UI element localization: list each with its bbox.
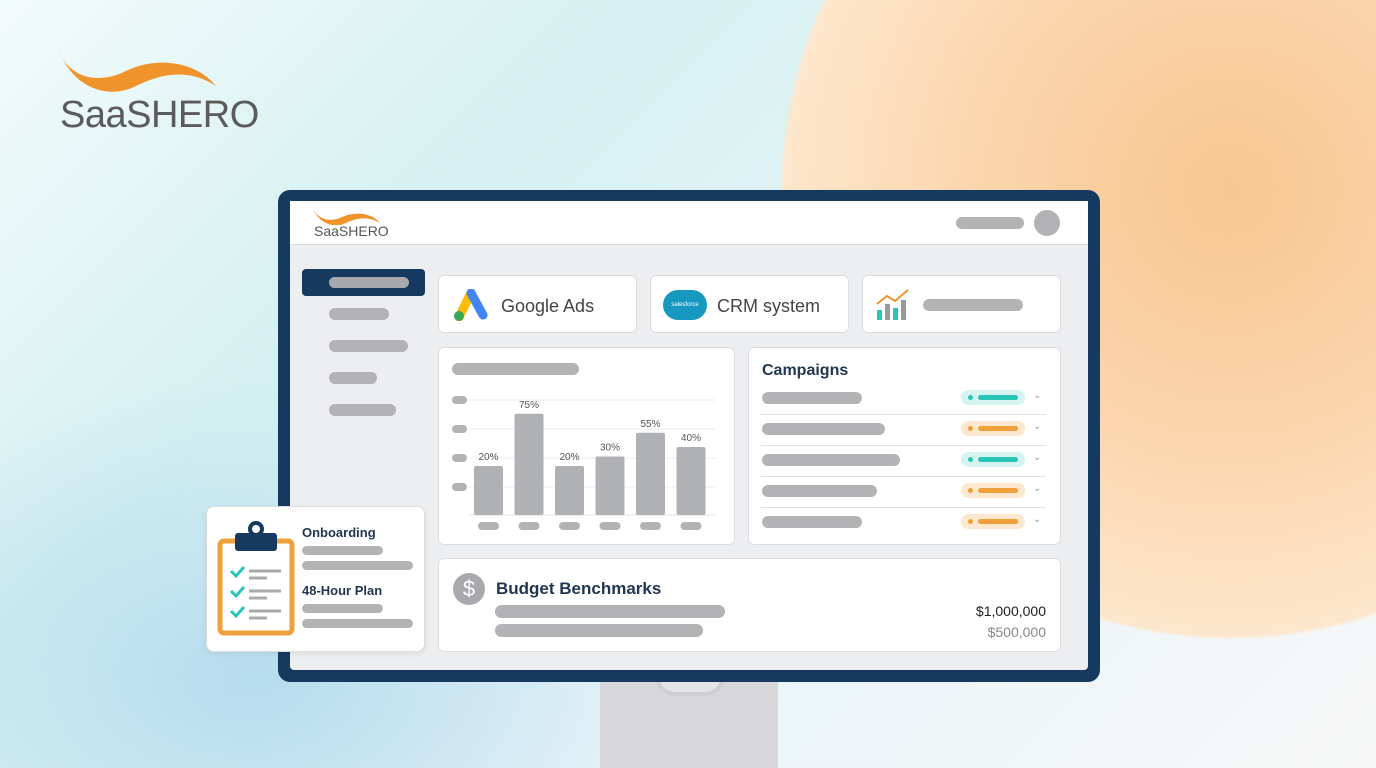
campaign-name-placeholder [762, 423, 885, 435]
budget-benchmarks-card: $ Budget Benchmarks $1,000,000 $500,000 [438, 558, 1061, 652]
status-badge [961, 514, 1025, 529]
user-name-placeholder [956, 217, 1024, 229]
avatar[interactable] [1034, 210, 1060, 236]
chevron-down-icon[interactable]: ⌄ [1033, 514, 1042, 525]
monitor-stand [600, 682, 778, 768]
analytics-chart-icon [876, 289, 909, 320]
google-ads-icon [454, 289, 488, 321]
dashboard-screen: SaaSHERO Google Ads salesforce CRM syste… [290, 201, 1088, 670]
integration-analytics[interactable] [862, 275, 1061, 333]
status-badge [961, 421, 1025, 436]
sidebar-item[interactable] [329, 340, 408, 352]
campaign-name-placeholder [762, 485, 877, 497]
status-badge [961, 390, 1025, 405]
y-tick-label [452, 483, 467, 491]
salesforce-cloud-icon: salesforce [663, 290, 707, 320]
bar [676, 447, 706, 515]
bar [595, 456, 625, 515]
bar-data-label: 20% [559, 452, 579, 463]
divider [761, 507, 1046, 508]
chevron-down-icon[interactable]: ⌄ [1033, 421, 1042, 432]
x-tick-label [518, 522, 540, 530]
campaign-name-placeholder [762, 516, 862, 528]
sidebar-item-active[interactable] [302, 269, 425, 296]
sidebar-item[interactable] [329, 308, 389, 320]
bar [555, 466, 584, 515]
y-tick-label [452, 425, 467, 433]
chevron-down-icon[interactable]: ⌄ [1033, 452, 1042, 463]
x-tick-label [680, 522, 702, 530]
swoosh-icon [313, 208, 380, 225]
bar-data-label: 30% [600, 443, 620, 454]
swoosh-icon [58, 48, 216, 92]
y-tick-label [452, 396, 467, 404]
y-tick-label [452, 454, 467, 462]
bar [514, 413, 544, 515]
bar [474, 466, 503, 515]
campaign-name-placeholder [762, 392, 862, 404]
chart-title-placeholder [452, 363, 579, 375]
integration-crm[interactable]: salesforce CRM system [650, 275, 849, 333]
top-bar: SaaSHERO [290, 201, 1088, 245]
x-tick-label [478, 522, 499, 530]
divider [761, 445, 1046, 446]
campaign-name-placeholder [762, 454, 900, 466]
x-tick-label [599, 522, 621, 530]
status-badge [961, 452, 1025, 467]
saashero-logo: SaaSHERO [56, 46, 259, 136]
bar-data-label: 40% [681, 433, 701, 444]
sidebar-item[interactable] [329, 404, 396, 416]
x-tick-label [640, 522, 661, 530]
dollar-icon: $ [453, 573, 485, 605]
clipboard-checklist-icon [217, 521, 295, 636]
budget-secondary-value: $500,000 [987, 624, 1046, 640]
bar-data-label: 55% [640, 419, 660, 430]
status-badge [961, 483, 1025, 498]
divider [761, 414, 1046, 415]
divider [761, 476, 1046, 477]
bar-data-label: 20% [478, 452, 498, 463]
onboarding-card: Onboarding 48-Hour Plan [206, 506, 425, 652]
x-tick-label [559, 522, 580, 530]
bar [636, 432, 665, 515]
sidebar-item[interactable] [329, 372, 377, 384]
bar-chart-card: 20% 75% 20% 30% 55% 40% [438, 347, 735, 545]
chevron-down-icon[interactable]: ⌄ [1033, 390, 1042, 401]
bar-data-label: 75% [519, 400, 539, 411]
chevron-down-icon[interactable]: ⌄ [1033, 483, 1042, 494]
campaigns-card: Campaigns ⌄ ⌄ ⌄ ⌄ ⌄ [748, 347, 1061, 545]
bar-chart: 20% 75% 20% 30% 55% 40% [452, 396, 716, 530]
budget-primary-value: $1,000,000 [975, 603, 1046, 619]
integration-google-ads[interactable]: Google Ads [438, 275, 637, 333]
